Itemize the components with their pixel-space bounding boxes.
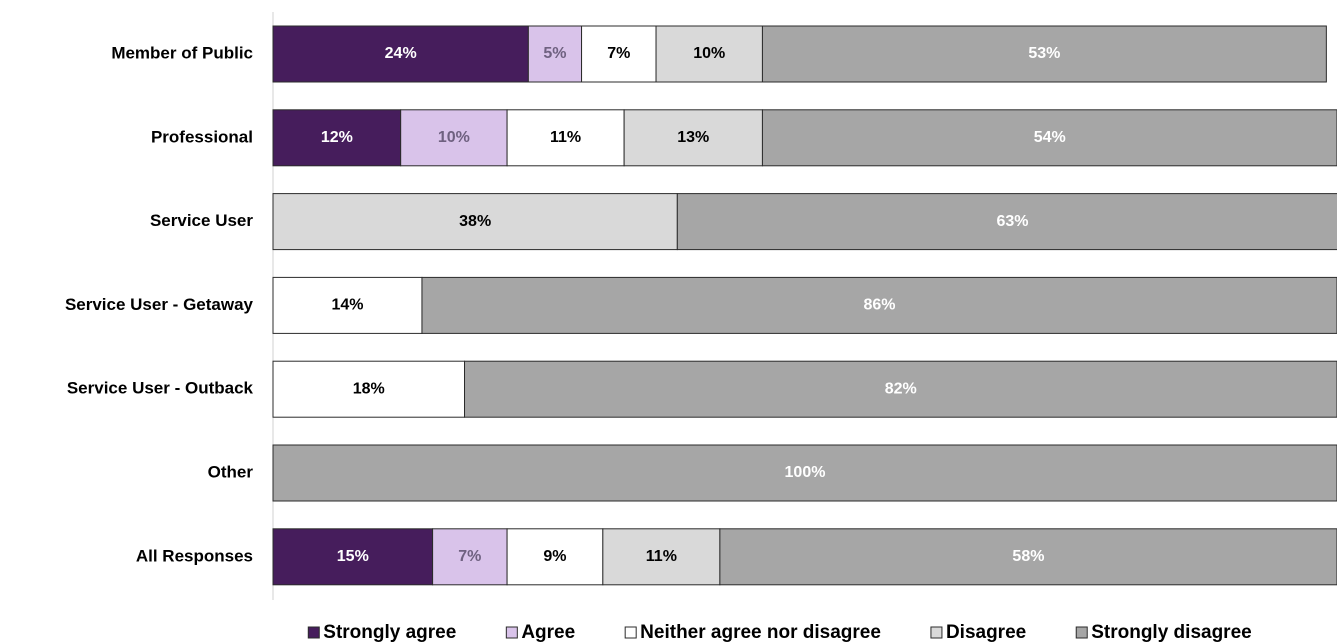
bar-segment [623,109,763,167]
bar-segment [527,25,583,83]
data-label: 15% [337,548,369,565]
bar-segment [676,193,1337,251]
category-label: Service User - Getaway [65,295,254,314]
data-label: 11% [646,548,677,565]
bar-segment [581,25,657,83]
data-label: 24% [385,45,417,62]
data-label: 100% [785,464,826,481]
legend-label: Strongly agree [323,622,456,643]
legend-swatch [1075,626,1088,639]
category-label: Member of Public [111,43,253,62]
bar-segment [272,276,423,334]
legend-label: Disagree [946,622,1026,643]
legend-swatch [307,626,320,639]
bar-segment [761,25,1327,83]
data-label: 10% [438,129,470,146]
bar-segment [272,109,402,167]
data-label: 63% [996,213,1028,230]
data-label: 7% [607,45,630,62]
bar-segment [432,528,508,586]
data-label: 12% [321,129,353,146]
bar-segment [272,25,529,83]
legend-swatch [505,626,518,639]
data-label: 5% [543,45,566,62]
legend-label: Strongly disagree [1091,622,1252,643]
bar-segment [761,109,1337,167]
bar-segment [602,528,721,586]
legend-swatch [624,626,637,639]
bar-segment [272,360,466,418]
legend-label: Neither agree nor disagree [640,622,881,643]
data-label: 10% [693,45,725,62]
data-label: 86% [863,297,895,314]
data-label: 38% [459,213,491,230]
bar-segment [506,109,625,167]
data-label: 14% [331,297,363,314]
bar-segment [272,528,434,586]
category-label: Other [208,462,254,481]
data-label: 11% [550,129,581,146]
category-label: Service User - Outback [67,379,254,398]
data-label: 54% [1034,129,1066,146]
data-label: 58% [1012,548,1044,565]
category-label: Service User [150,211,253,230]
data-label: 7% [458,548,481,565]
bar-segment [506,528,604,586]
category-label: Professional [151,127,253,146]
bar-segment [272,193,678,251]
data-label: 82% [885,380,917,397]
data-label: 53% [1028,45,1060,62]
bar-segment [272,444,1337,502]
bar-segment [719,528,1337,586]
bar-segment [464,360,1337,418]
data-label: 9% [543,548,566,565]
data-label: 18% [353,380,385,397]
legend-label: Agree [521,622,575,643]
data-label: 13% [677,129,709,146]
legend-swatch [930,626,943,639]
category-label: All Responses [136,546,253,565]
